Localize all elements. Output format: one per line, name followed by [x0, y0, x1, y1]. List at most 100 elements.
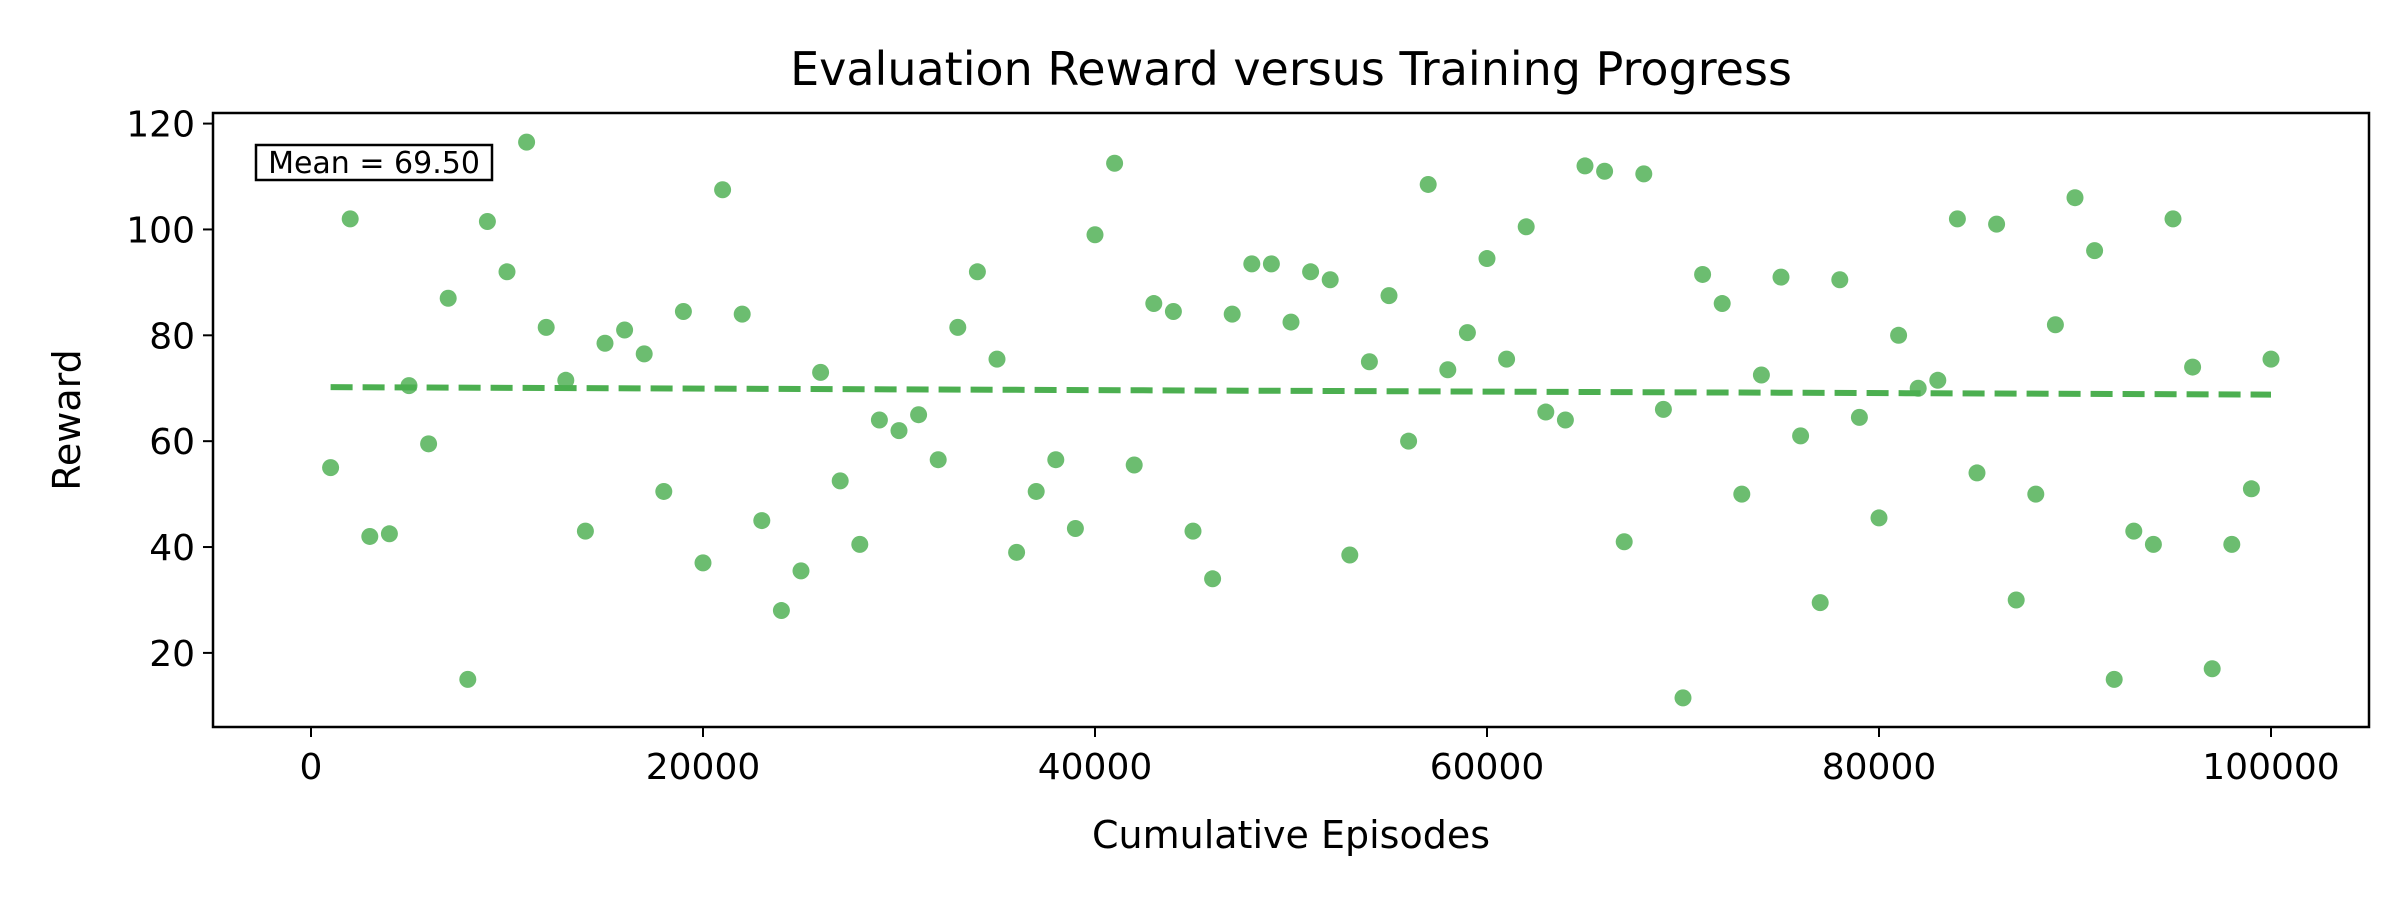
data-point: [596, 334, 614, 352]
data-point: [1556, 411, 1574, 429]
y-tick-label: 100: [126, 210, 195, 251]
data-point: [753, 512, 771, 530]
x-tick-label: 20000: [646, 747, 761, 788]
data-point: [2262, 350, 2280, 368]
data-point: [1615, 533, 1633, 551]
data-point: [1948, 210, 1966, 228]
data-point: [380, 525, 398, 543]
data-point: [400, 377, 418, 395]
data-point: [1086, 226, 1104, 244]
data-point: [1537, 403, 1555, 421]
data-point: [576, 522, 594, 540]
data-point: [1106, 154, 1124, 172]
data-point: [1282, 313, 1300, 331]
data-point: [1596, 162, 1614, 180]
plot-area: [322, 133, 2280, 707]
data-point: [1968, 464, 1986, 482]
data-point: [1243, 255, 1261, 273]
plot-frame: [211, 111, 2371, 729]
data-point: [557, 371, 575, 389]
x-axis-label: Cumulative Episodes: [1092, 813, 1490, 857]
data-point: [694, 554, 712, 572]
data-point: [1517, 218, 1535, 236]
data-point: [322, 459, 340, 477]
axes: 0 20000 40000 60000 80000 100000 20 40 60 80 100 12…: [126, 105, 2339, 788]
data-point: [1047, 451, 1065, 469]
data-point: [2203, 660, 2221, 678]
data-point: [1811, 594, 1829, 612]
data-point: [910, 406, 928, 424]
data-point: [1909, 379, 1927, 397]
data-point: [2242, 480, 2260, 498]
data-point: [949, 318, 967, 336]
x-tick-label: 100000: [2202, 747, 2339, 788]
data-point: [2223, 535, 2241, 553]
data-point: [616, 321, 634, 339]
data-point: [1654, 400, 1672, 418]
data-point: [2007, 591, 2025, 609]
data-point: [1458, 324, 1476, 342]
data-point: [478, 213, 496, 231]
data-point: [2027, 485, 2045, 503]
data-point: [2046, 316, 2064, 334]
x-tick-label: 60000: [1430, 747, 1545, 788]
data-point: [1302, 263, 1320, 281]
data-point: [1498, 350, 1516, 368]
data-point: [635, 345, 653, 363]
y-tick-label: 20: [149, 634, 195, 675]
data-point: [1360, 353, 1378, 371]
data-point: [1929, 371, 1947, 389]
data-point: [1400, 432, 1418, 450]
data-point: [1419, 175, 1437, 193]
data-point: [1576, 157, 1594, 175]
data-point: [2125, 522, 2143, 540]
data-point: [968, 263, 986, 281]
data-point: [1184, 522, 1202, 540]
data-point: [1752, 366, 1770, 384]
data-point: [812, 363, 830, 381]
data-point: [1341, 546, 1359, 564]
data-point: [1831, 271, 1849, 289]
chart-title: Evaluation Reward versus Training Progre…: [790, 42, 1792, 96]
data-point: [1145, 295, 1163, 313]
data-point: [2086, 242, 2104, 260]
data-point: [792, 562, 810, 580]
annotation-text: Mean = 69.50: [268, 146, 480, 181]
data-point: [1066, 520, 1084, 538]
data-point: [1694, 265, 1712, 283]
data-point: [1850, 408, 1868, 426]
y-tick-label: 40: [149, 528, 195, 569]
data-point: [1380, 287, 1398, 305]
data-point: [714, 181, 732, 199]
data-point: [831, 472, 849, 490]
x-tick-label: 80000: [1822, 747, 1937, 788]
data-point: [420, 435, 438, 453]
data-point: [1027, 482, 1045, 500]
y-axis-label: Reward: [45, 349, 89, 491]
data-point: [518, 133, 536, 151]
annotation-box: [254, 143, 494, 182]
data-point: [1008, 543, 1026, 561]
data-point: [1635, 165, 1653, 183]
data-point: [1890, 326, 1908, 344]
y-tick-label: 80: [149, 316, 195, 357]
data-point: [988, 350, 1006, 368]
data-point: [870, 411, 888, 429]
y-tick-label: 120: [126, 105, 195, 146]
data-point: [1125, 456, 1143, 474]
data-point: [890, 422, 908, 440]
data-point: [2184, 358, 2202, 376]
data-point: [1772, 268, 1790, 286]
x-tick-label: 40000: [1038, 747, 1153, 788]
data-point: [1204, 570, 1222, 588]
data-point: [1321, 271, 1339, 289]
data-point: [1870, 509, 1888, 527]
data-point: [1223, 305, 1241, 323]
y-tick-label: 60: [149, 422, 195, 463]
trend-line: [330, 384, 2272, 398]
data-point: [2066, 189, 2084, 207]
data-point: [537, 318, 555, 336]
data-point: [655, 482, 673, 500]
data-point: [2144, 535, 2162, 553]
